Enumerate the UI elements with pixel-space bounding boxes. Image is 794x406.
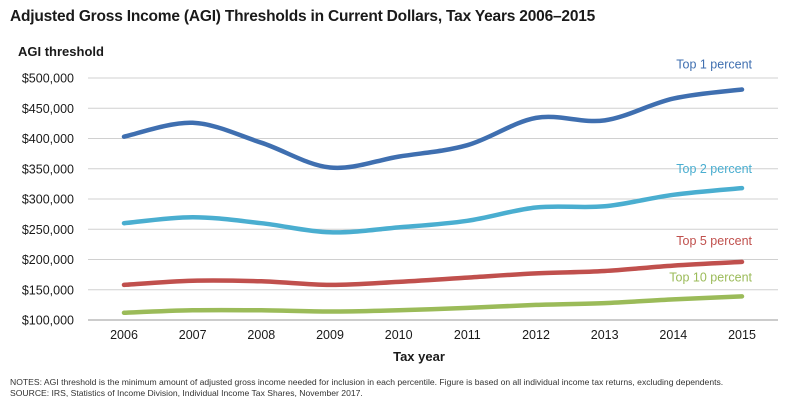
y-tick-label: $250,000 <box>22 223 74 237</box>
x-tick-label: 2015 <box>728 328 756 342</box>
y-tick-label: $300,000 <box>22 193 74 207</box>
series-line <box>121 87 745 171</box>
y-tick-label: $150,000 <box>22 283 74 297</box>
series-line <box>121 294 745 315</box>
x-tick-label: 2008 <box>247 328 275 342</box>
series-label: Top 2 percent <box>676 162 752 176</box>
y-axis-label: AGI threshold <box>18 44 104 59</box>
y-tick-label: $450,000 <box>22 102 74 116</box>
notes-text: NOTES: AGI threshold is the minimum amou… <box>10 377 724 387</box>
y-tick-label: $400,000 <box>22 132 74 146</box>
y-tick-label: $500,000 <box>22 72 74 86</box>
x-tick-label: 2009 <box>316 328 344 342</box>
series-label: Top 5 percent <box>676 234 752 248</box>
x-tick-label: 2014 <box>659 328 687 342</box>
chart-title: Adjusted Gross Income (AGI) Thresholds i… <box>10 8 596 25</box>
y-tick-label: $100,000 <box>22 314 74 328</box>
series-label: Top 10 percent <box>669 270 752 284</box>
y-tick-label: $200,000 <box>22 253 74 267</box>
x-tick-label: 2013 <box>591 328 619 342</box>
series-label: Top 1 percent <box>676 57 752 71</box>
x-tick-label: 2012 <box>522 328 550 342</box>
x-tick-label: 2006 <box>110 328 138 342</box>
x-tick-label: 2010 <box>385 328 413 342</box>
chart-notes: NOTES: AGI threshold is the minimum amou… <box>10 377 723 399</box>
series-line <box>121 259 745 288</box>
x-tick-label: 2011 <box>454 328 481 342</box>
x-axis-label: Tax year <box>393 349 445 364</box>
source-text: SOURCE: IRS, Statistics of Income Divisi… <box>10 388 363 398</box>
x-tick-label: 2007 <box>179 328 207 342</box>
series-line <box>121 185 745 235</box>
y-tick-label: $350,000 <box>22 162 74 176</box>
